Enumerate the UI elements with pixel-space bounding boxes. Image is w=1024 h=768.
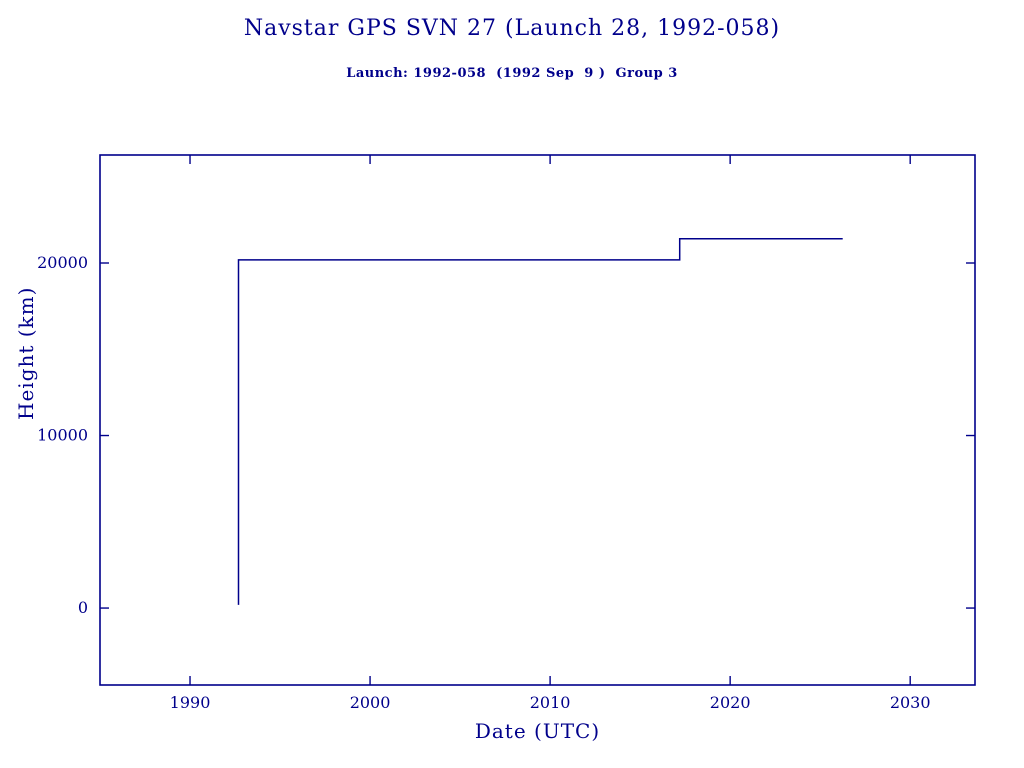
x-tick-label: 2000 xyxy=(350,693,391,712)
x-tick-label: 1990 xyxy=(170,693,211,712)
y-tick-label: 10000 xyxy=(37,426,88,445)
chart-title: Navstar GPS SVN 27 (Launch 28, 1992-058) xyxy=(243,16,781,41)
x-tick-label: 2030 xyxy=(890,693,931,712)
x-axis-label: Date (UTC) xyxy=(474,719,601,743)
plot-frame xyxy=(99,154,976,686)
x-tick-label: 2020 xyxy=(710,693,751,712)
y-tick-label: 20000 xyxy=(37,253,88,272)
height-series-line xyxy=(237,238,843,605)
y-tick-label: 0 xyxy=(78,598,88,617)
chart-subtitle: Launch: 1992-058 (1992 Sep 9 ) Group 3 xyxy=(346,66,678,81)
x-tick-label: 2010 xyxy=(530,693,571,712)
